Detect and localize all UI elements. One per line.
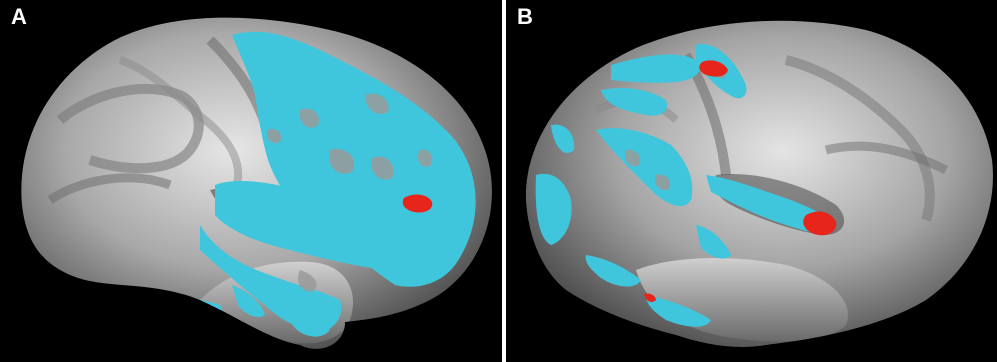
red-activation-b-1 (699, 60, 728, 77)
panel-label-b: B (517, 4, 533, 29)
panel-b: B (506, 0, 997, 362)
red-activation-b-2 (803, 211, 837, 236)
red-activation-a (402, 194, 433, 213)
panel-a: A (11, 4, 492, 349)
red-activation-b-3 (644, 293, 656, 302)
panel-label-a: A (11, 4, 27, 29)
brain-surface-left (21, 17, 492, 349)
panel-divider (502, 0, 506, 362)
brain-surface-right (525, 20, 993, 347)
